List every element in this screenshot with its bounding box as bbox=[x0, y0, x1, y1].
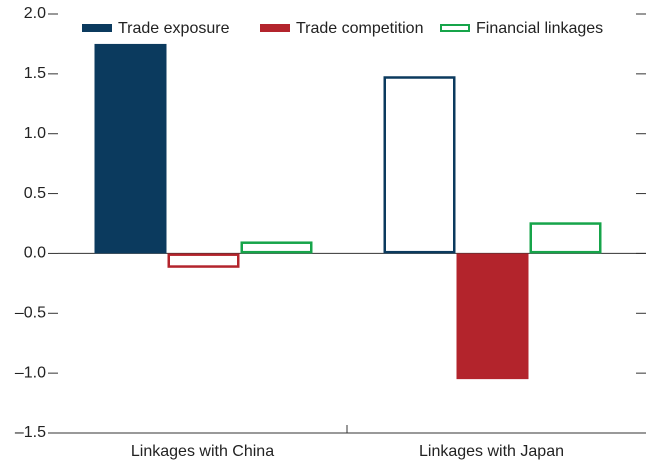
bar bbox=[240, 241, 313, 254]
legend-swatch bbox=[260, 24, 290, 32]
bar bbox=[383, 76, 456, 254]
bar bbox=[167, 253, 240, 268]
bar bbox=[456, 253, 529, 380]
y-tick-label: 1.0 bbox=[24, 125, 46, 142]
y-tick-label: –1.0 bbox=[15, 364, 46, 381]
bar bbox=[529, 222, 602, 254]
legend-label: Trade competition bbox=[296, 20, 423, 37]
y-tick-label: –1.5 bbox=[15, 424, 46, 441]
x-tick-label: Linkages with Japan bbox=[419, 443, 564, 460]
legend-swatch bbox=[82, 24, 112, 32]
y-tick-label: –0.5 bbox=[15, 305, 46, 322]
y-tick-label: 0.0 bbox=[24, 245, 46, 262]
x-tick-label: Linkages with China bbox=[131, 443, 274, 460]
legend-swatch bbox=[440, 24, 470, 32]
y-tick-label: 1.5 bbox=[24, 65, 46, 82]
legend-label: Trade exposure bbox=[118, 20, 230, 37]
bar bbox=[94, 43, 167, 254]
legend-label: Financial linkages bbox=[476, 20, 603, 37]
y-tick-label: 2.0 bbox=[24, 5, 46, 22]
y-tick-label: 0.5 bbox=[24, 185, 46, 202]
